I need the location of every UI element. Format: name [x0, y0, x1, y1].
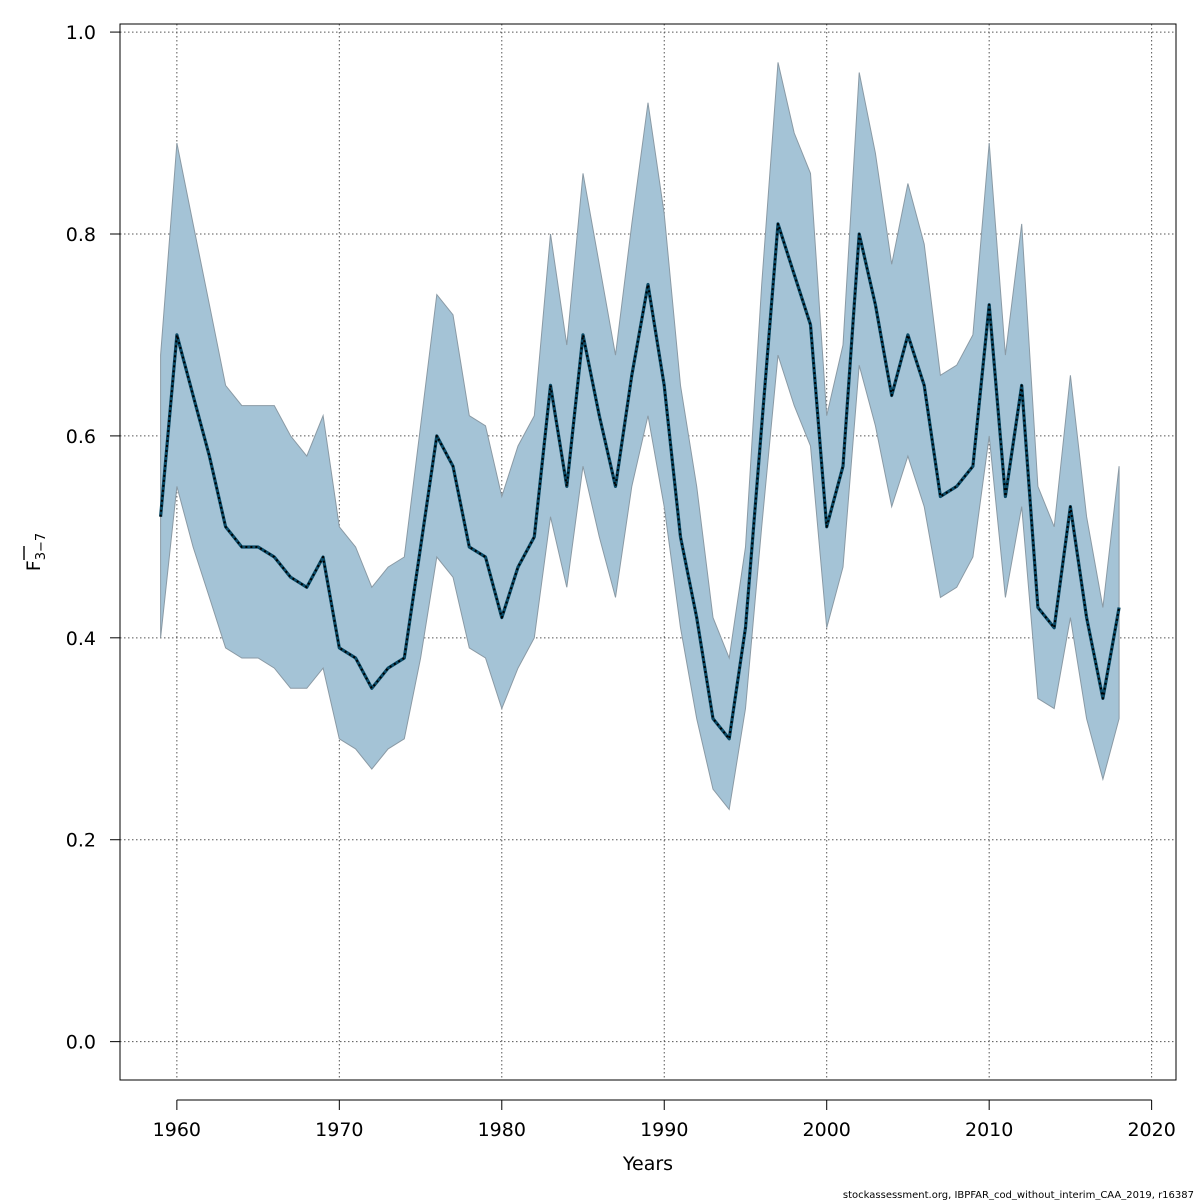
confidence-band [160, 62, 1120, 811]
plot-frame [119, 23, 1177, 1081]
series-line [159, 222, 1121, 740]
y-tick-label-0.4: 0.4 [66, 628, 96, 650]
x-tick-label-2010: 2010 [965, 1119, 1013, 1141]
y-tick-label-0.6: 0.6 [66, 426, 96, 448]
y-tick-label-0.8: 0.8 [66, 224, 96, 246]
y-tick-label-0.0: 0.0 [66, 1032, 96, 1054]
x-axis: 1960 1970 1980 1990 2000 2010 2020 [153, 1099, 1176, 1141]
x-tick-label-1970: 1970 [315, 1119, 363, 1141]
x-tick-label-2020: 2020 [1127, 1119, 1175, 1141]
y-tick-label-1.0: 1.0 [66, 22, 96, 44]
footer-credit: stockassessment.org, IBPFAR_cod_without_… [843, 1190, 1194, 1200]
x-tick-label-1990: 1990 [640, 1119, 688, 1141]
x-axis-title: Years [622, 1153, 673, 1175]
y-axis-title-subscript: 3−7 [34, 533, 49, 560]
series-line-layer [159, 222, 1121, 741]
y-axis: 0.0 0.2 0.4 0.6 0.8 1.0 [66, 22, 120, 1054]
x-tick-label-2000: 2000 [803, 1119, 851, 1141]
confidence-band-layer [160, 62, 1120, 811]
y-axis-title-main: F [23, 560, 45, 571]
x-tick-label-1960: 1960 [153, 1119, 201, 1141]
y-tick-label-0.2: 0.2 [66, 830, 96, 852]
y-axis-title: F3−7 [23, 533, 49, 571]
x-tick-label-1980: 1980 [478, 1119, 526, 1141]
svg-text:F3−7: F3−7 [23, 533, 49, 571]
